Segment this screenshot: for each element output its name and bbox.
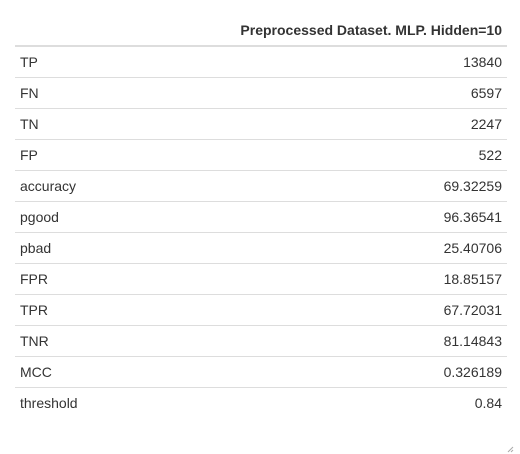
table-row: FP 522 (15, 139, 507, 171)
row-label: MCC (15, 356, 114, 388)
column-header: Preprocessed Dataset. MLP. Hidden=10 (113, 14, 507, 47)
results-table: Preprocessed Dataset. MLP. Hidden=10 TP … (15, 14, 507, 418)
table-row: FPR 18.85157 (15, 263, 507, 295)
row-value: 25.40706 (113, 232, 507, 264)
resize-grip-icon[interactable] (506, 440, 514, 453)
table-row: pbad 25.40706 (15, 232, 507, 264)
results-table-container: Preprocessed Dataset. MLP. Hidden=10 TP … (15, 14, 507, 418)
row-value: 0.326189 (113, 356, 507, 388)
table-row: pgood 96.36541 (15, 201, 507, 233)
row-label: FP (15, 139, 114, 171)
table-row: FN 6597 (15, 77, 507, 109)
header-blank-cell (15, 14, 114, 47)
table-row: MCC 0.326189 (15, 356, 507, 388)
row-value: 81.14843 (113, 325, 507, 357)
row-label: TP (20, 54, 38, 70)
table-row: threshold 0.84 (15, 387, 507, 418)
table-row: accuracy 69.32259 (15, 170, 507, 202)
table-row: TP 13840 (15, 46, 507, 78)
row-value: 69.32259 (113, 170, 507, 202)
row-value: 0.84 (113, 387, 507, 418)
row-label: pgood (15, 201, 114, 233)
table-row: TPR 67.72031 (15, 294, 507, 326)
row-label: accuracy (15, 170, 114, 202)
row-value: 2247 (113, 108, 507, 140)
row-label: threshold (15, 387, 114, 418)
table-row: TNR 81.14843 (15, 325, 507, 357)
row-label: FN (15, 77, 114, 109)
row-label: TNR (15, 325, 114, 357)
row-label: TN (15, 108, 114, 140)
row-value: 96.36541 (113, 201, 507, 233)
row-value: 67.72031 (113, 294, 507, 326)
row-value: 6597 (113, 77, 507, 109)
row-label: TPR (15, 294, 114, 326)
table-row: TN 2247 (15, 108, 507, 140)
table-header-row: Preprocessed Dataset. MLP. Hidden=10 (15, 14, 507, 47)
row-value: 13840 (463, 54, 502, 70)
row-value: 522 (113, 139, 507, 171)
row-label: FPR (15, 263, 114, 295)
row-value: 18.85157 (113, 263, 507, 295)
row-label: pbad (15, 232, 114, 264)
